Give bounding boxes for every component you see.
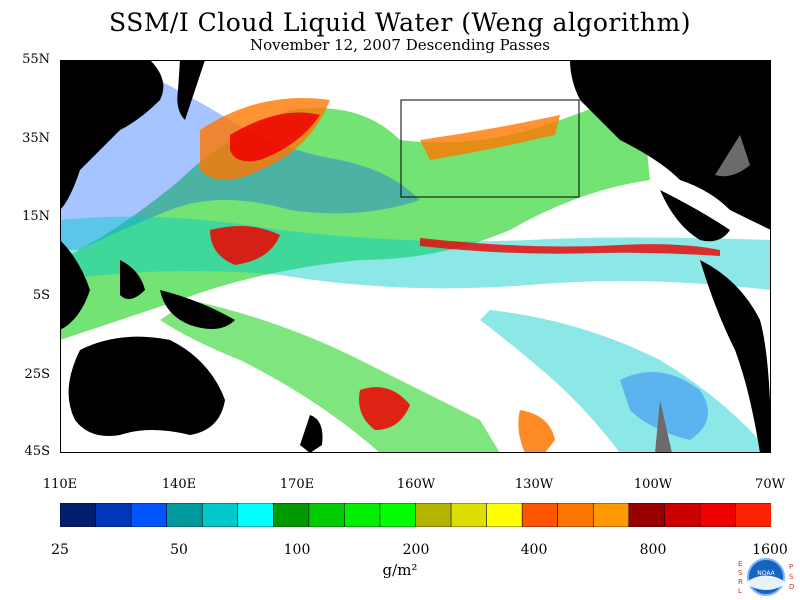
colorbar-swatch — [628, 503, 666, 527]
map-title: SSM/I Cloud Liquid Water (Weng algorithm… — [109, 8, 691, 37]
cloud-water-map — [60, 60, 771, 453]
lat-label: 35N — [22, 131, 50, 146]
noaa-logo: NOAA E S R L P S D — [738, 558, 794, 596]
colorbar-swatch — [130, 503, 168, 527]
colorbar-swatch — [60, 503, 97, 527]
highlight-box — [400, 99, 580, 198]
colorbar-swatch — [521, 503, 559, 527]
colorbar-swatch — [308, 503, 346, 527]
colorbar-swatch — [450, 503, 488, 527]
colorbar-swatch — [95, 503, 132, 527]
logo-letter: D — [789, 583, 794, 591]
colorbar-swatch — [379, 503, 417, 527]
lon-label: 130W — [514, 477, 554, 492]
colorbar-label: 200 — [402, 542, 430, 558]
lat-label: 25S — [24, 367, 50, 382]
colorbar-swatch — [486, 503, 523, 527]
gray-land — [655, 135, 750, 453]
lon-label: 110E — [42, 477, 78, 492]
map-subtitle: November 12, 2007 Descending Passes — [249, 36, 550, 54]
colorbar-swatch — [664, 503, 701, 527]
map-frame — [60, 60, 771, 453]
colorbar-label: 100 — [283, 542, 311, 558]
colorbar-swatch — [166, 503, 204, 527]
colorbar-swatch — [344, 503, 381, 527]
colorbar-swatch — [735, 503, 771, 527]
colorbar-swatch — [415, 503, 452, 527]
colorbar-swatch — [201, 503, 239, 527]
lon-label: 170E — [279, 477, 315, 492]
logo-letter: L — [738, 587, 742, 595]
logo-letter: R — [738, 578, 743, 586]
logo-center-text: NOAA — [757, 570, 775, 577]
lat-label: 5S — [32, 288, 50, 303]
lon-label: 70W — [755, 477, 785, 492]
colorbar-label: 25 — [51, 542, 69, 558]
land-masses — [60, 60, 771, 453]
logo-letter: S — [738, 569, 743, 577]
colorbar-swatch — [273, 503, 310, 527]
lon-label: 100W — [633, 477, 673, 492]
lon-label: 140E — [161, 477, 197, 492]
logo-letter: P — [789, 563, 793, 571]
colorbar-swatch — [557, 503, 595, 527]
colorbar-swatch — [237, 503, 275, 527]
colorbar-label: 400 — [520, 542, 548, 558]
lat-label: 55N — [22, 52, 50, 67]
lat-label: 15N — [22, 209, 50, 224]
logo-letter: E — [738, 560, 742, 568]
lon-label: 160W — [396, 477, 436, 492]
colorbar-swatch — [592, 503, 630, 527]
colorbar-swatch — [699, 503, 737, 527]
lat-label: 45S — [24, 444, 50, 459]
logo-letter: S — [789, 573, 794, 581]
colorbar-label: 50 — [170, 542, 188, 558]
colorbar-label: 1600 — [752, 542, 788, 558]
colorbar — [60, 503, 771, 527]
colorbar-label: 800 — [639, 542, 667, 558]
units-label: g/m² — [382, 561, 418, 579]
